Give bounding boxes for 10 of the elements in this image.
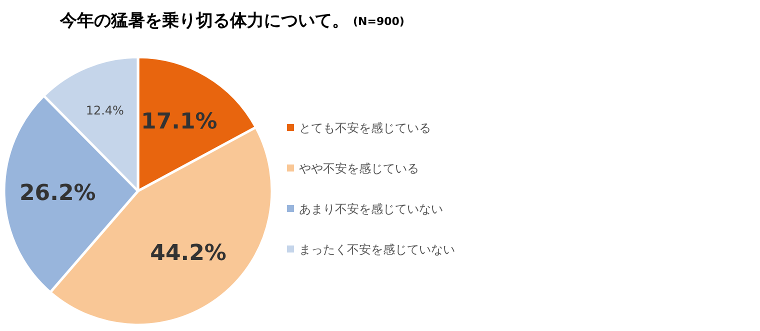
legend-label: あまり不安を感じていない (299, 202, 443, 216)
legend-label: やや不安を感じている (299, 162, 419, 176)
data-label: 17.1% (141, 109, 218, 134)
data-label: 26.2% (19, 181, 96, 206)
chart-subtitle: (N=900) (353, 15, 404, 28)
legend-label: まったく不安を感じていない (299, 242, 455, 256)
data-label: 44.2% (150, 241, 226, 266)
chart-title: 今年の猛暑を乗り切る体力について。 (59, 11, 349, 31)
data-label: 12.4% (86, 103, 124, 118)
legend-label: とても不安を感じている (299, 121, 431, 135)
